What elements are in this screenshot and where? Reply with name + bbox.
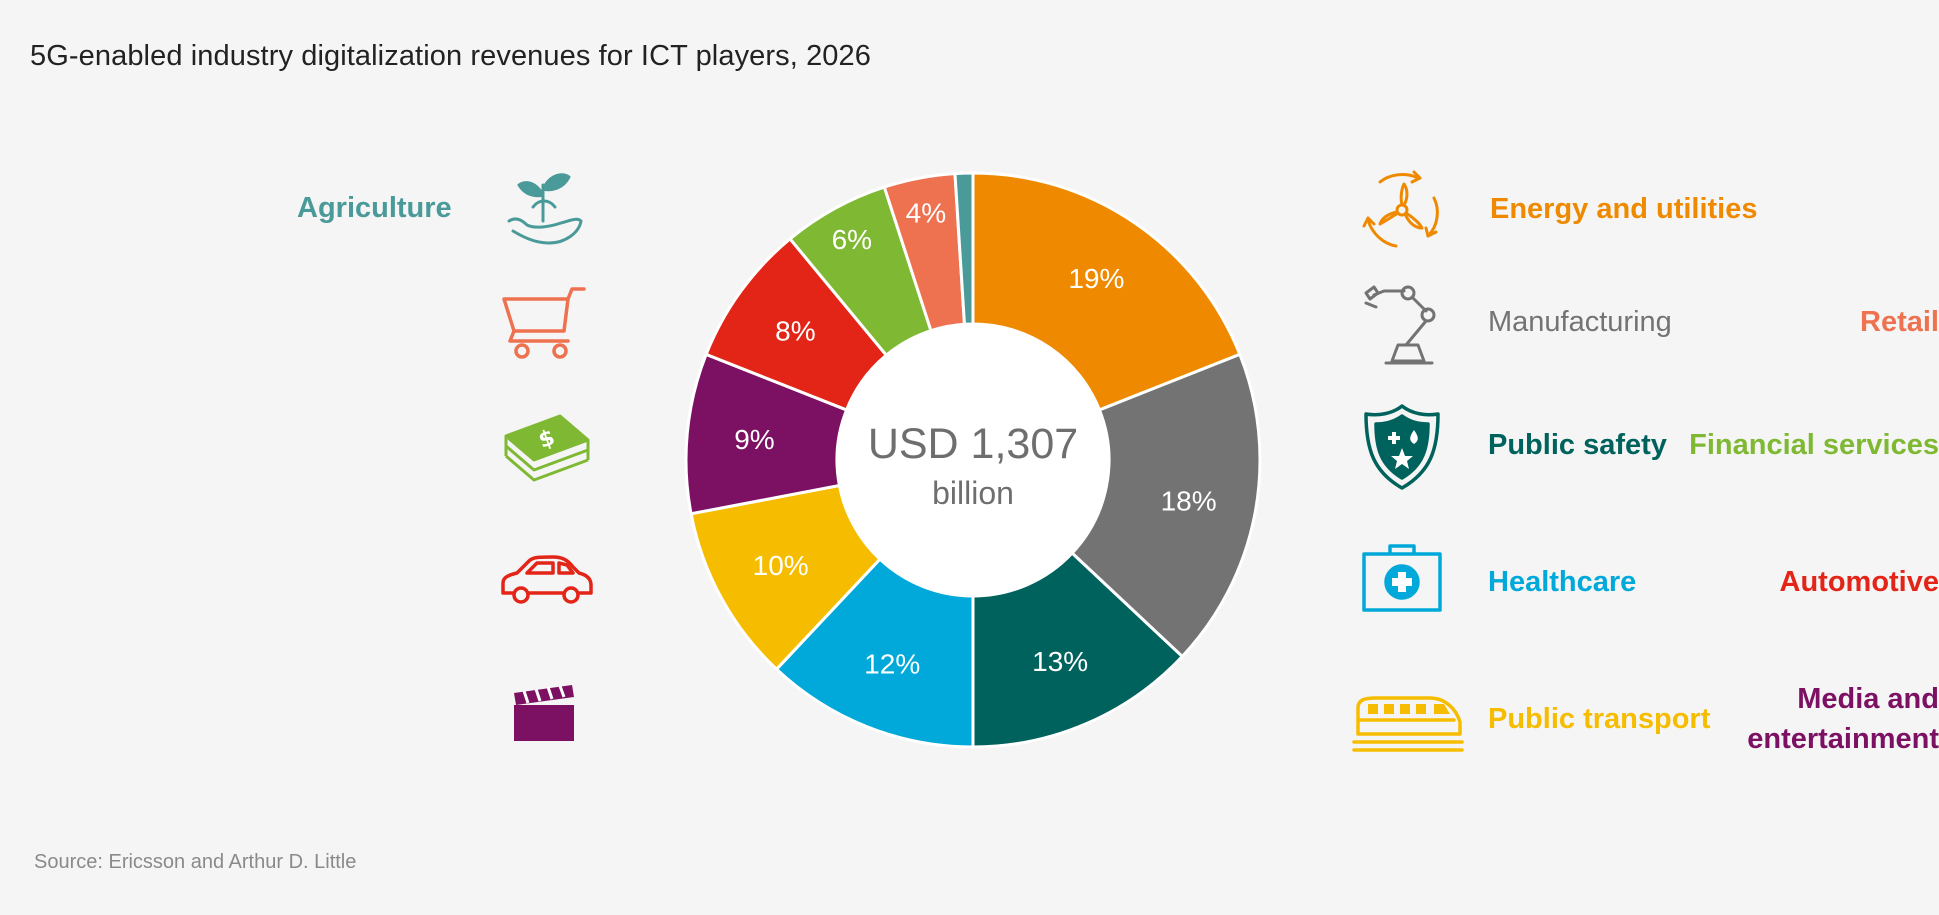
legend-label-energy-and-utilities: Energy and utilities [1490,193,1758,225]
center-unit: billion [932,475,1014,511]
slice-label-healthcare: 12% [864,649,920,680]
legend-label-media-line2: entertainment [1747,723,1939,755]
slice-label-energy-and-utilities: 19% [1068,263,1124,294]
source-note: Source: Ericsson and Arthur D. Little [34,851,357,873]
legend-label-financial-services: Financial services [1689,429,1939,461]
chart-title: 5G-enabled industry digitalization reven… [30,40,871,72]
legend-label-public-transport: Public transport [1488,703,1711,735]
shopping-cart-icon [502,287,586,359]
robot-arm-icon [1364,285,1436,365]
donut-hole [837,324,1109,596]
legend-label-manufacturing: Manufacturing [1488,306,1672,338]
slice-label-media-and-entertainment: 9% [734,424,774,455]
slice-label-financial-services: 6% [832,224,872,255]
slice-energy-and-utilities [971,171,1242,412]
first-aid-kit-icon [1362,544,1442,612]
slice-label-public-transport: 10% [753,550,809,581]
slice-label-manufacturing: 18% [1161,486,1217,517]
slice-label-automotive: 8% [775,315,815,346]
slice-label-retail: 4% [906,197,946,228]
wind-turbine-recycle-icon [1362,170,1439,248]
legend-label-retail: Retail [1860,306,1939,338]
slice-label-public-safety: 13% [1032,646,1088,677]
legend-label-automotive: Automotive [1779,566,1939,598]
money-stack-icon: $ [504,414,590,482]
plant-hand-icon [507,173,583,245]
legend-label-agriculture: Agriculture [297,192,452,224]
legend-label-public-safety: Public safety [1488,429,1667,461]
train-icon [1352,696,1464,752]
car-icon [501,555,593,604]
clapperboard-icon [514,685,574,741]
legend-label-media-line1: Media and [1797,683,1939,715]
legend-label-healthcare: Healthcare [1488,566,1637,598]
center-amount: USD 1,307 [868,420,1078,468]
donut-slice-labels: 19% 18% 13% 12% 10% 9% 8% 6% 4% [734,197,1216,679]
shield-icon [1364,404,1440,490]
donut-slices [684,171,1262,749]
